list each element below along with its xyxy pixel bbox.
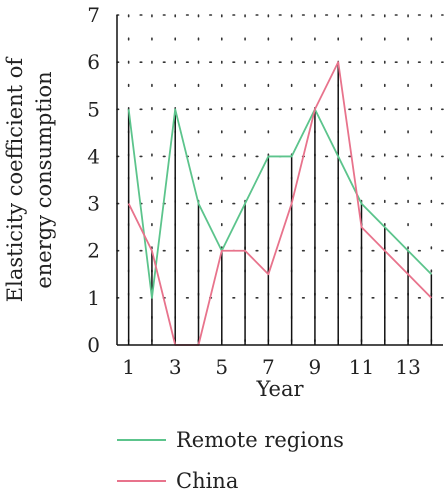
x-axis-title: Year [255, 377, 304, 401]
y-tick-label-2: 2 [87, 239, 100, 263]
y-tick-label-4: 4 [87, 144, 100, 168]
y-axis-title-line-2: energy consumption [32, 71, 56, 288]
y-tick-label-0: 0 [87, 333, 100, 357]
legend-label-remote-regions: Remote regions [176, 428, 344, 452]
x-tick-label-7: 7 [262, 355, 275, 379]
x-tick-label-11: 11 [349, 355, 374, 379]
x-tick-label-13: 13 [395, 355, 420, 379]
legend: Remote regions China [117, 428, 344, 493]
axes [116, 15, 443, 346]
y-tick-label-3: 3 [87, 192, 100, 216]
x-tick-label-5: 5 [215, 355, 228, 379]
x-tick-label-1: 1 [122, 355, 135, 379]
y-tick-label-5: 5 [87, 97, 100, 121]
x-tick-label-3: 3 [169, 355, 182, 379]
x-tick-label-9: 9 [309, 355, 322, 379]
y-axis-title-line-1: Elasticity coefficient of [3, 56, 27, 303]
y-tick-label-6: 6 [87, 50, 100, 74]
y-axis-title: Elasticity coefficient of energy consump… [3, 56, 56, 303]
y-tick-label-1: 1 [87, 286, 100, 310]
series-line-remote-regions [127, 108, 432, 299]
legend-label-china: China [176, 469, 238, 493]
stems [127, 62, 433, 345]
x-tick-labels: 1 3 5 7 9 11 13 [122, 355, 421, 379]
y-tick-labels: 0 1 2 3 4 5 6 7 [87, 3, 100, 357]
y-tick-label-7: 7 [87, 3, 100, 27]
